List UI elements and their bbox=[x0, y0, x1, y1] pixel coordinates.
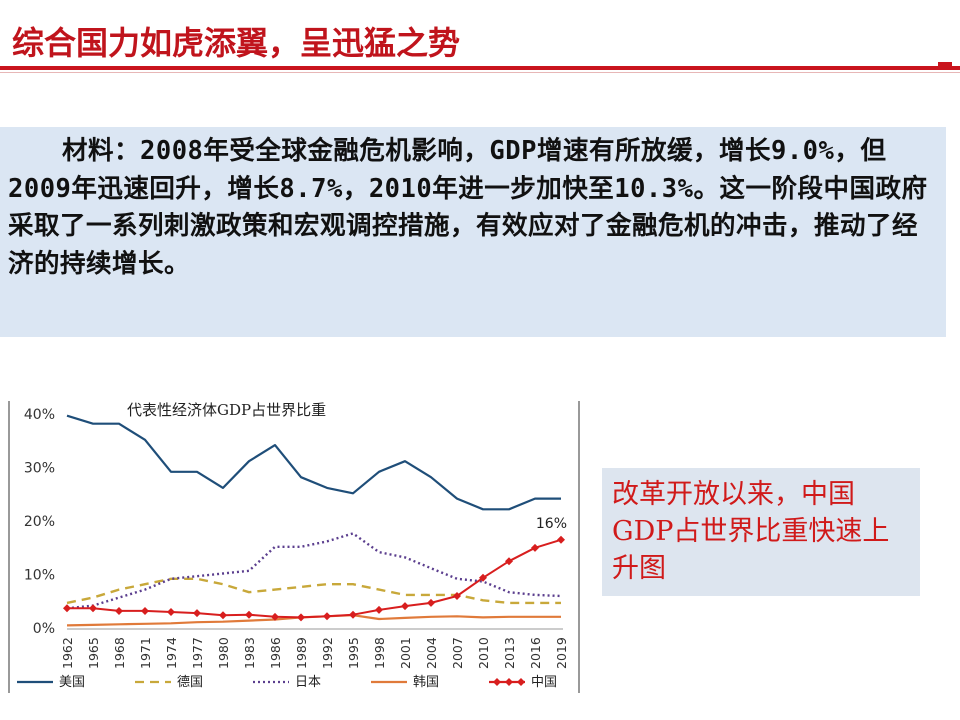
gdp-share-chart: 代表性经济体GDP占世界比重 0% 10% 20% 30% 40% 1962 1965 1968… bbox=[5, 393, 583, 697]
legend-label: 德国 bbox=[177, 675, 203, 690]
series-point-中国 bbox=[375, 605, 383, 614]
series-point-中国 bbox=[89, 604, 97, 613]
material-panel bbox=[0, 127, 946, 337]
x-tick-label: 1998 bbox=[372, 637, 387, 669]
series-point-中国 bbox=[219, 611, 227, 620]
x-tick-label: 1974 bbox=[164, 637, 179, 669]
material-paragraph: 材料：2008年受全球金融危机影响，GDP增速有所放缓，增长9.0%，但2009… bbox=[8, 133, 938, 283]
series-point-中国 bbox=[479, 573, 487, 582]
chart-svg: 代表性经济体GDP占世界比重 0% 10% 20% 30% 40% 1962 1965 1968… bbox=[8, 401, 580, 693]
series-point-中国 bbox=[531, 543, 539, 552]
series-point-中国 bbox=[141, 606, 149, 615]
legend-label: 中国 bbox=[531, 675, 557, 690]
legend-label: 韩国 bbox=[413, 675, 439, 690]
y-tick-label: 40% bbox=[24, 407, 55, 423]
series-point-中国 bbox=[349, 610, 357, 619]
y-tick-label: 10% bbox=[24, 568, 55, 584]
x-tick-label: 1992 bbox=[320, 637, 335, 669]
series-point-中国 bbox=[115, 606, 123, 615]
series-line-美国 bbox=[66, 414, 561, 511]
material-text: 材料：2008年受全球金融危机影响，GDP增速有所放缓，增长9.0%，但2009… bbox=[8, 136, 928, 279]
x-tick-label: 1980 bbox=[216, 637, 231, 669]
chart-title: 代表性经济体GDP占世界比重 bbox=[127, 401, 326, 419]
x-tick-label: 1971 bbox=[138, 637, 153, 669]
x-tick-label: 2001 bbox=[398, 637, 413, 669]
series-line-中国 bbox=[67, 538, 562, 619]
series-line-日本 bbox=[66, 532, 562, 610]
series-point-中国 bbox=[167, 608, 175, 617]
x-tick-label: 1983 bbox=[242, 637, 257, 669]
x-tick-label: 2016 bbox=[528, 637, 543, 669]
x-tick-label: 2007 bbox=[450, 637, 465, 669]
series-point-中国 bbox=[271, 612, 279, 621]
series-point-中国 bbox=[453, 591, 461, 600]
legend-marker-中国 bbox=[493, 678, 501, 686]
series-point-中国 bbox=[401, 602, 409, 611]
series-point-中国 bbox=[427, 598, 435, 607]
x-tick-label: 1977 bbox=[190, 637, 205, 669]
x-tick-label: 1968 bbox=[112, 637, 127, 669]
x-tick-label: 1995 bbox=[346, 637, 361, 669]
caption-panel bbox=[602, 468, 920, 596]
x-tick-label: 2019 bbox=[554, 637, 569, 669]
series-point-中国 bbox=[63, 604, 71, 613]
x-tick-label: 1965 bbox=[86, 637, 101, 669]
legend-label: 美国 bbox=[59, 675, 85, 690]
series-point-中国 bbox=[505, 557, 513, 566]
title-underline-thick bbox=[0, 66, 960, 70]
legend-label: 日本 bbox=[295, 675, 321, 690]
x-tick-label: 1989 bbox=[294, 637, 309, 669]
x-tick-label: 2013 bbox=[502, 637, 517, 669]
x-tick-label: 2004 bbox=[424, 637, 439, 669]
series-point-中国 bbox=[557, 535, 565, 544]
y-tick-label: 20% bbox=[24, 514, 55, 530]
series-point-中国 bbox=[193, 609, 201, 618]
x-tick-label: 2010 bbox=[476, 637, 491, 669]
y-tick-label: 0% bbox=[33, 621, 55, 637]
title-underline-thin bbox=[0, 72, 960, 73]
legend-marker-中国 bbox=[505, 678, 513, 686]
title-underline bbox=[0, 62, 960, 74]
title-underline-corner bbox=[938, 62, 952, 68]
x-tick-label: 1986 bbox=[268, 637, 283, 669]
series-point-中国 bbox=[323, 612, 331, 621]
series-point-中国 bbox=[297, 613, 305, 622]
caption-text: 改革开放以来，中国GDP占世界比重快速上升图 bbox=[612, 479, 890, 584]
legend-marker-中国 bbox=[517, 678, 525, 686]
annotation-label: 16% bbox=[536, 516, 567, 532]
y-tick-label: 30% bbox=[24, 461, 55, 477]
series-point-中国 bbox=[245, 610, 253, 619]
x-tick-label: 1962 bbox=[60, 637, 75, 669]
slide-title: 综合国力如虎添翼，呈迅猛之势 bbox=[12, 24, 461, 62]
